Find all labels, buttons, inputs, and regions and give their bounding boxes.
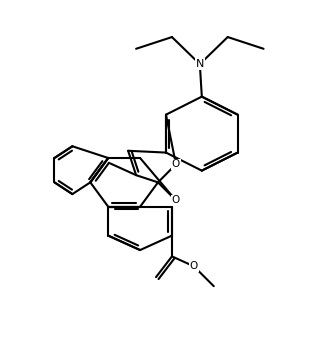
Text: O: O (172, 159, 180, 169)
Text: N: N (196, 59, 204, 69)
Text: O: O (190, 261, 198, 271)
Text: O: O (172, 196, 180, 205)
